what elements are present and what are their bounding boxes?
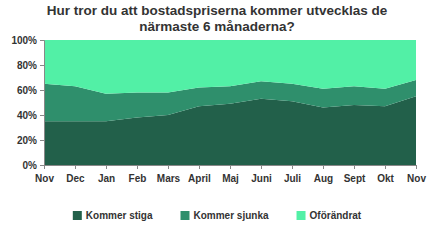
- x-tick-label: Nov: [35, 173, 54, 184]
- y-tick: 40%: [17, 110, 44, 121]
- x-tick-mark: [416, 165, 417, 169]
- y-tick-label: 100%: [11, 35, 37, 46]
- area: [44, 40, 416, 94]
- y-tick-label: 60%: [17, 85, 37, 96]
- title-line: Hur tror du att bostadspriserna kommer u…: [47, 3, 388, 18]
- legend: Kommer stiga Kommer sjunka Oförändrat: [73, 210, 362, 221]
- y-tick: 80%: [17, 60, 44, 71]
- x-tick-label: Juli: [284, 173, 301, 184]
- y-tick-mark: [40, 40, 44, 41]
- x-tick: Nov: [407, 165, 426, 184]
- y-tick: 60%: [17, 85, 44, 96]
- x-tick-label: Nov: [407, 173, 426, 184]
- y-tick-label: 80%: [17, 60, 37, 71]
- x-tick-mark: [323, 165, 324, 169]
- y-tick-label: 0%: [23, 160, 38, 171]
- legend-label: Kommer stiga: [86, 210, 153, 221]
- x-tick: Mars: [157, 165, 181, 184]
- legend-swatch: [180, 211, 189, 220]
- x-tick-label: Maj: [222, 173, 239, 184]
- y-tick-mark: [40, 140, 44, 141]
- x-tick-mark: [354, 165, 355, 169]
- x-tick-label: Juni: [251, 173, 272, 184]
- x-axis: Nov Dec Jan Feb Mars April Maj Juni Juli Aug Sept O…: [35, 165, 426, 184]
- x-tick-label: Feb: [129, 173, 147, 184]
- x-tick-label: Dec: [66, 173, 85, 184]
- x-tick: Aug: [314, 165, 333, 184]
- x-tick-mark: [385, 165, 386, 169]
- x-tick: Maj: [222, 165, 239, 184]
- y-tick: 20%: [17, 135, 44, 146]
- x-tick: Juli: [284, 165, 301, 184]
- x-tick-mark: [261, 165, 262, 169]
- x-tick-mark: [230, 165, 231, 169]
- y-axis-line: [40, 41, 45, 166]
- y-tick-mark: [40, 165, 44, 166]
- x-tick: Feb: [129, 165, 147, 184]
- x-tick-mark: [199, 165, 200, 169]
- legend-swatch: [73, 211, 82, 220]
- x-tick-mark: [75, 165, 76, 169]
- x-tick-mark: [292, 165, 293, 169]
- y-tick-label: 20%: [17, 135, 37, 146]
- y-tick-mark: [40, 65, 44, 66]
- x-tick: Sept: [344, 165, 366, 184]
- y-tick-label: 40%: [17, 110, 37, 121]
- y-tick: 100%: [11, 35, 44, 46]
- title-line: närmaste 6 månaderna?: [139, 19, 294, 34]
- y-tick-mark: [40, 90, 44, 91]
- legend-item: Kommer stiga: [73, 210, 153, 221]
- y-tick-mark: [40, 115, 44, 116]
- x-tick: Okt: [377, 165, 394, 184]
- x-tick-label: Aug: [314, 173, 333, 184]
- legend-item: Oförändrat: [297, 210, 362, 221]
- y-axis: 0% 20% 40% 60% 80% 100%: [11, 35, 44, 171]
- legend-swatch: [297, 211, 306, 220]
- plot-area: [44, 40, 416, 165]
- title: Hur tror du att bostadspriserna kommer u…: [47, 3, 388, 34]
- x-tick-label: Jan: [98, 173, 115, 184]
- x-tick: April: [188, 165, 211, 184]
- x-axis-line: [45, 166, 417, 170]
- x-tick-mark: [137, 165, 138, 169]
- x-tick: Juni: [251, 165, 272, 184]
- legend-label: Oförändrat: [310, 210, 362, 221]
- x-tick-label: Okt: [377, 173, 394, 184]
- y-tick: 0%: [23, 160, 44, 171]
- chart: Hur tror du att bostadspriserna kommer u…: [0, 0, 434, 233]
- legend-label: Kommer sjunka: [193, 210, 268, 221]
- x-tick: Nov: [35, 165, 54, 184]
- x-tick-mark: [168, 165, 169, 169]
- x-tick-mark: [106, 165, 107, 169]
- x-tick-label: Mars: [157, 173, 181, 184]
- x-tick: Dec: [66, 165, 85, 184]
- x-tick: Jan: [98, 165, 115, 184]
- legend-item: Kommer sjunka: [180, 210, 268, 221]
- x-tick-label: April: [188, 173, 211, 184]
- x-tick-label: Sept: [344, 173, 366, 184]
- x-tick-mark: [44, 165, 45, 169]
